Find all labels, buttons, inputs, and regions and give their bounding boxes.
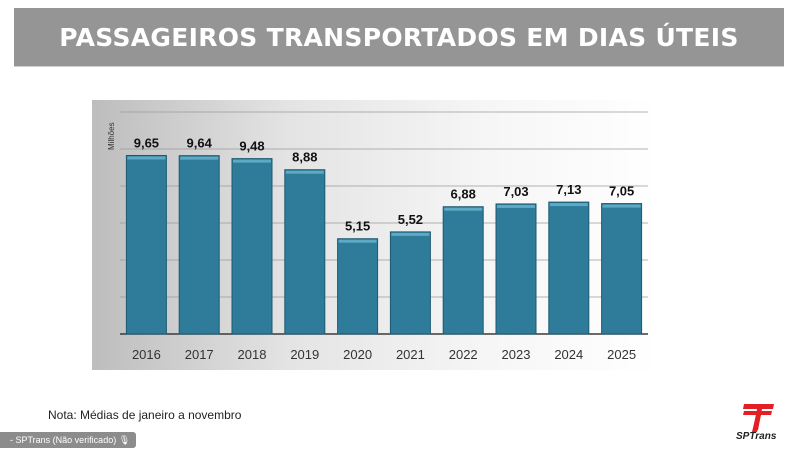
bar: [495, 203, 537, 335]
data-label: 9,65: [134, 135, 159, 150]
chart-area: Milhões 9,65 2016 9,64 2017 9,48 2018 8,88 2019 5…: [92, 100, 658, 370]
logo-text: SPTrans: [736, 431, 777, 442]
bar-highlight: [444, 207, 483, 211]
source-chip: - SPTrans (Não verificado) 🎙: [0, 432, 137, 448]
data-label: 9,48: [239, 139, 264, 154]
bar-highlight: [549, 203, 588, 207]
bar: [442, 206, 484, 335]
bar-highlight: [602, 204, 641, 208]
bar: [548, 201, 590, 335]
data-label: 8,88: [292, 150, 317, 165]
x-tick-label: 2020: [343, 347, 372, 362]
sptrans-logo-icon: [743, 404, 774, 432]
title-bar: PASSAGEIROS TRANSPORTADOS EM DIAS ÚTEIS: [14, 8, 784, 67]
data-label: 5,15: [345, 219, 370, 234]
data-label: 9,64: [187, 136, 213, 151]
bar: [284, 169, 326, 335]
bar-highlight: [180, 156, 219, 160]
bar-highlight: [233, 159, 271, 163]
bar: [231, 158, 273, 335]
bar: [601, 203, 643, 335]
slide-title: PASSAGEIROS TRANSPORTADOS EM DIAS ÚTEIS: [59, 22, 739, 52]
x-tick-label: 2025: [607, 347, 636, 362]
bar-highlight: [127, 156, 166, 160]
bar: [389, 231, 431, 335]
x-tick-label: 2019: [290, 347, 319, 362]
bar: [337, 238, 379, 335]
y-axis-label: Milhões: [107, 122, 116, 150]
data-label: 5,52: [398, 212, 423, 227]
footnote: Nota: Médias de janeiro a novembro: [48, 408, 242, 422]
data-label: 7,13: [556, 182, 581, 197]
microphone-icon: 🎙: [118, 435, 131, 445]
bar: [178, 155, 220, 335]
x-tick-label: 2022: [449, 347, 478, 362]
bar-chart: Milhões 9,65 2016 9,64 2017 9,48 2018 8,88 2019 5…: [107, 111, 648, 362]
bar-highlight: [391, 232, 430, 236]
bar-highlight: [497, 204, 535, 208]
x-tick-label: 2023: [502, 347, 531, 362]
x-tick-label: 2016: [132, 347, 161, 362]
bar-highlight: [338, 239, 377, 243]
source-chip-label: - SPTrans (Não verificado): [10, 435, 117, 445]
data-label: 7,05: [609, 184, 634, 199]
x-tick-label: 2021: [396, 347, 425, 362]
data-label: 7,03: [503, 184, 528, 199]
bar: [125, 154, 167, 335]
x-tick-label: 2017: [185, 347, 214, 362]
x-tick-label: 2024: [554, 347, 583, 362]
x-tick-label: 2018: [238, 347, 267, 362]
bar-highlight: [285, 170, 324, 174]
data-label: 6,88: [451, 187, 476, 202]
